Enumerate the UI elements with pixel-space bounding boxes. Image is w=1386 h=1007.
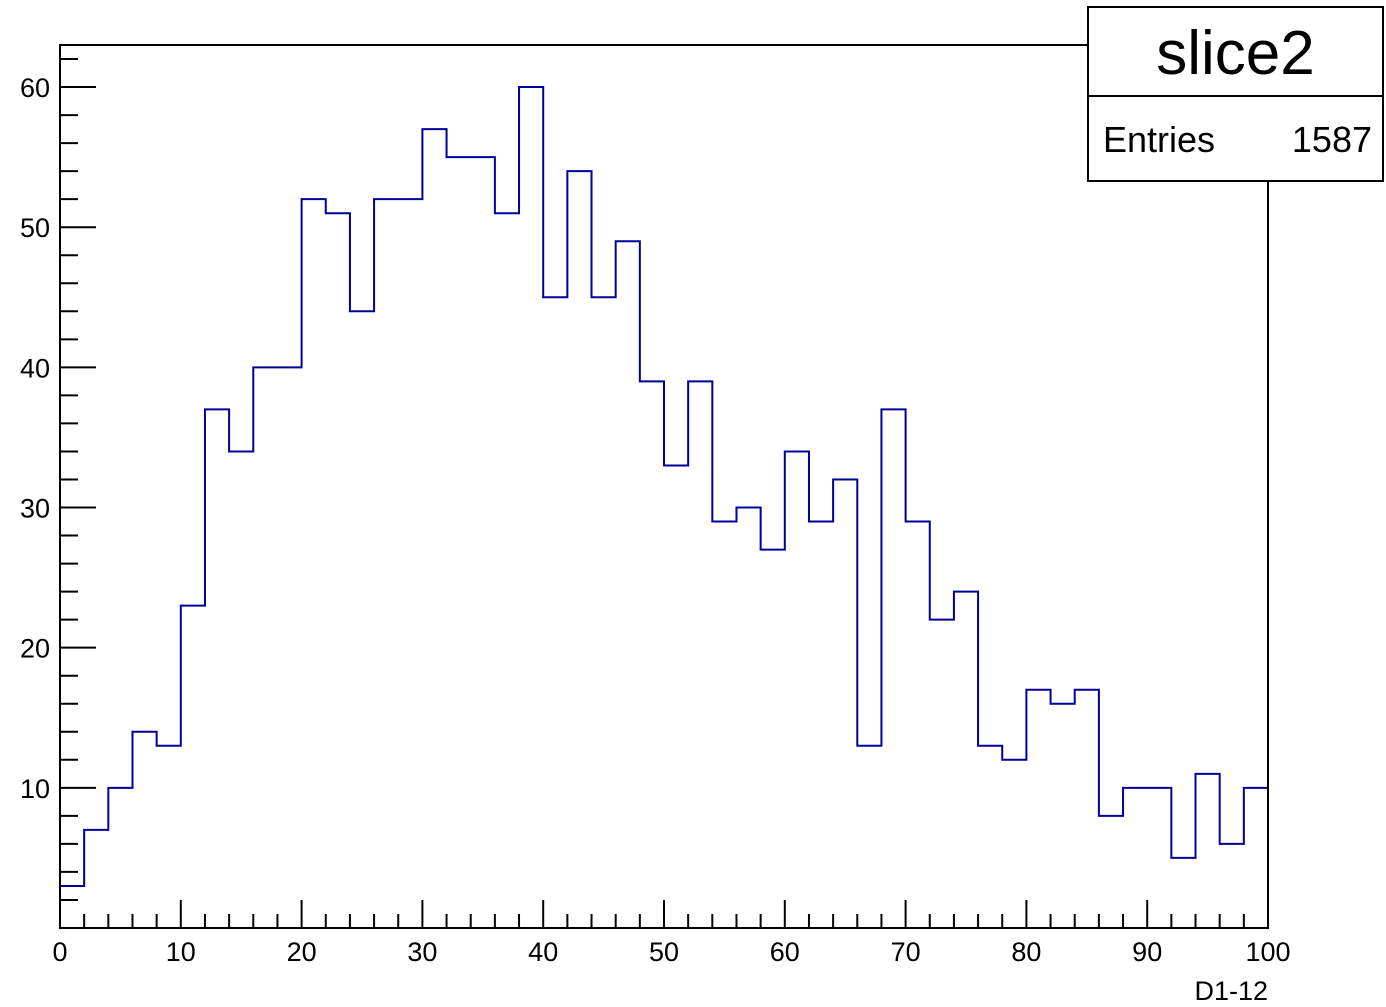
y-tick-label: 20 [20, 634, 50, 664]
x-tick-label: 50 [649, 937, 679, 967]
stats-entries-value: 1587 [1291, 119, 1372, 160]
axis-ticks [59, 58, 1269, 928]
y-tick-label: 30 [20, 494, 50, 524]
axis-tick-labels: 0 10 20 30 40 50 60 70 80 90 100 10 20 30 40 50 60 [20, 73, 1291, 967]
x-axis-title: D1-12 [1194, 976, 1268, 1006]
histogram-series-line [60, 86, 1268, 887]
x-tick-label: 40 [528, 937, 558, 967]
x-tick-label: 10 [166, 937, 196, 967]
y-tick-label: 50 [20, 213, 50, 243]
y-tick-label: 40 [20, 353, 50, 383]
x-tick-label: 80 [1011, 937, 1041, 967]
x-tick-label: 90 [1132, 937, 1162, 967]
plot-frame [59, 44, 1269, 929]
x-tick-label: 60 [770, 937, 800, 967]
stats-title: slice2 [1089, 8, 1382, 97]
y-tick-label: 60 [20, 73, 50, 103]
stats-entries-row: Entries 1587 [1089, 97, 1382, 183]
stats-box: slice2 Entries 1587 [1087, 6, 1384, 182]
x-tick-label: 20 [287, 937, 317, 967]
x-tick-label: 30 [407, 937, 437, 967]
stats-entries-label: Entries [1103, 119, 1216, 160]
x-tick-label: 70 [891, 937, 921, 967]
x-tick-label: 0 [52, 937, 67, 967]
y-tick-label: 10 [20, 774, 50, 804]
x-tick-label: 100 [1245, 937, 1290, 967]
